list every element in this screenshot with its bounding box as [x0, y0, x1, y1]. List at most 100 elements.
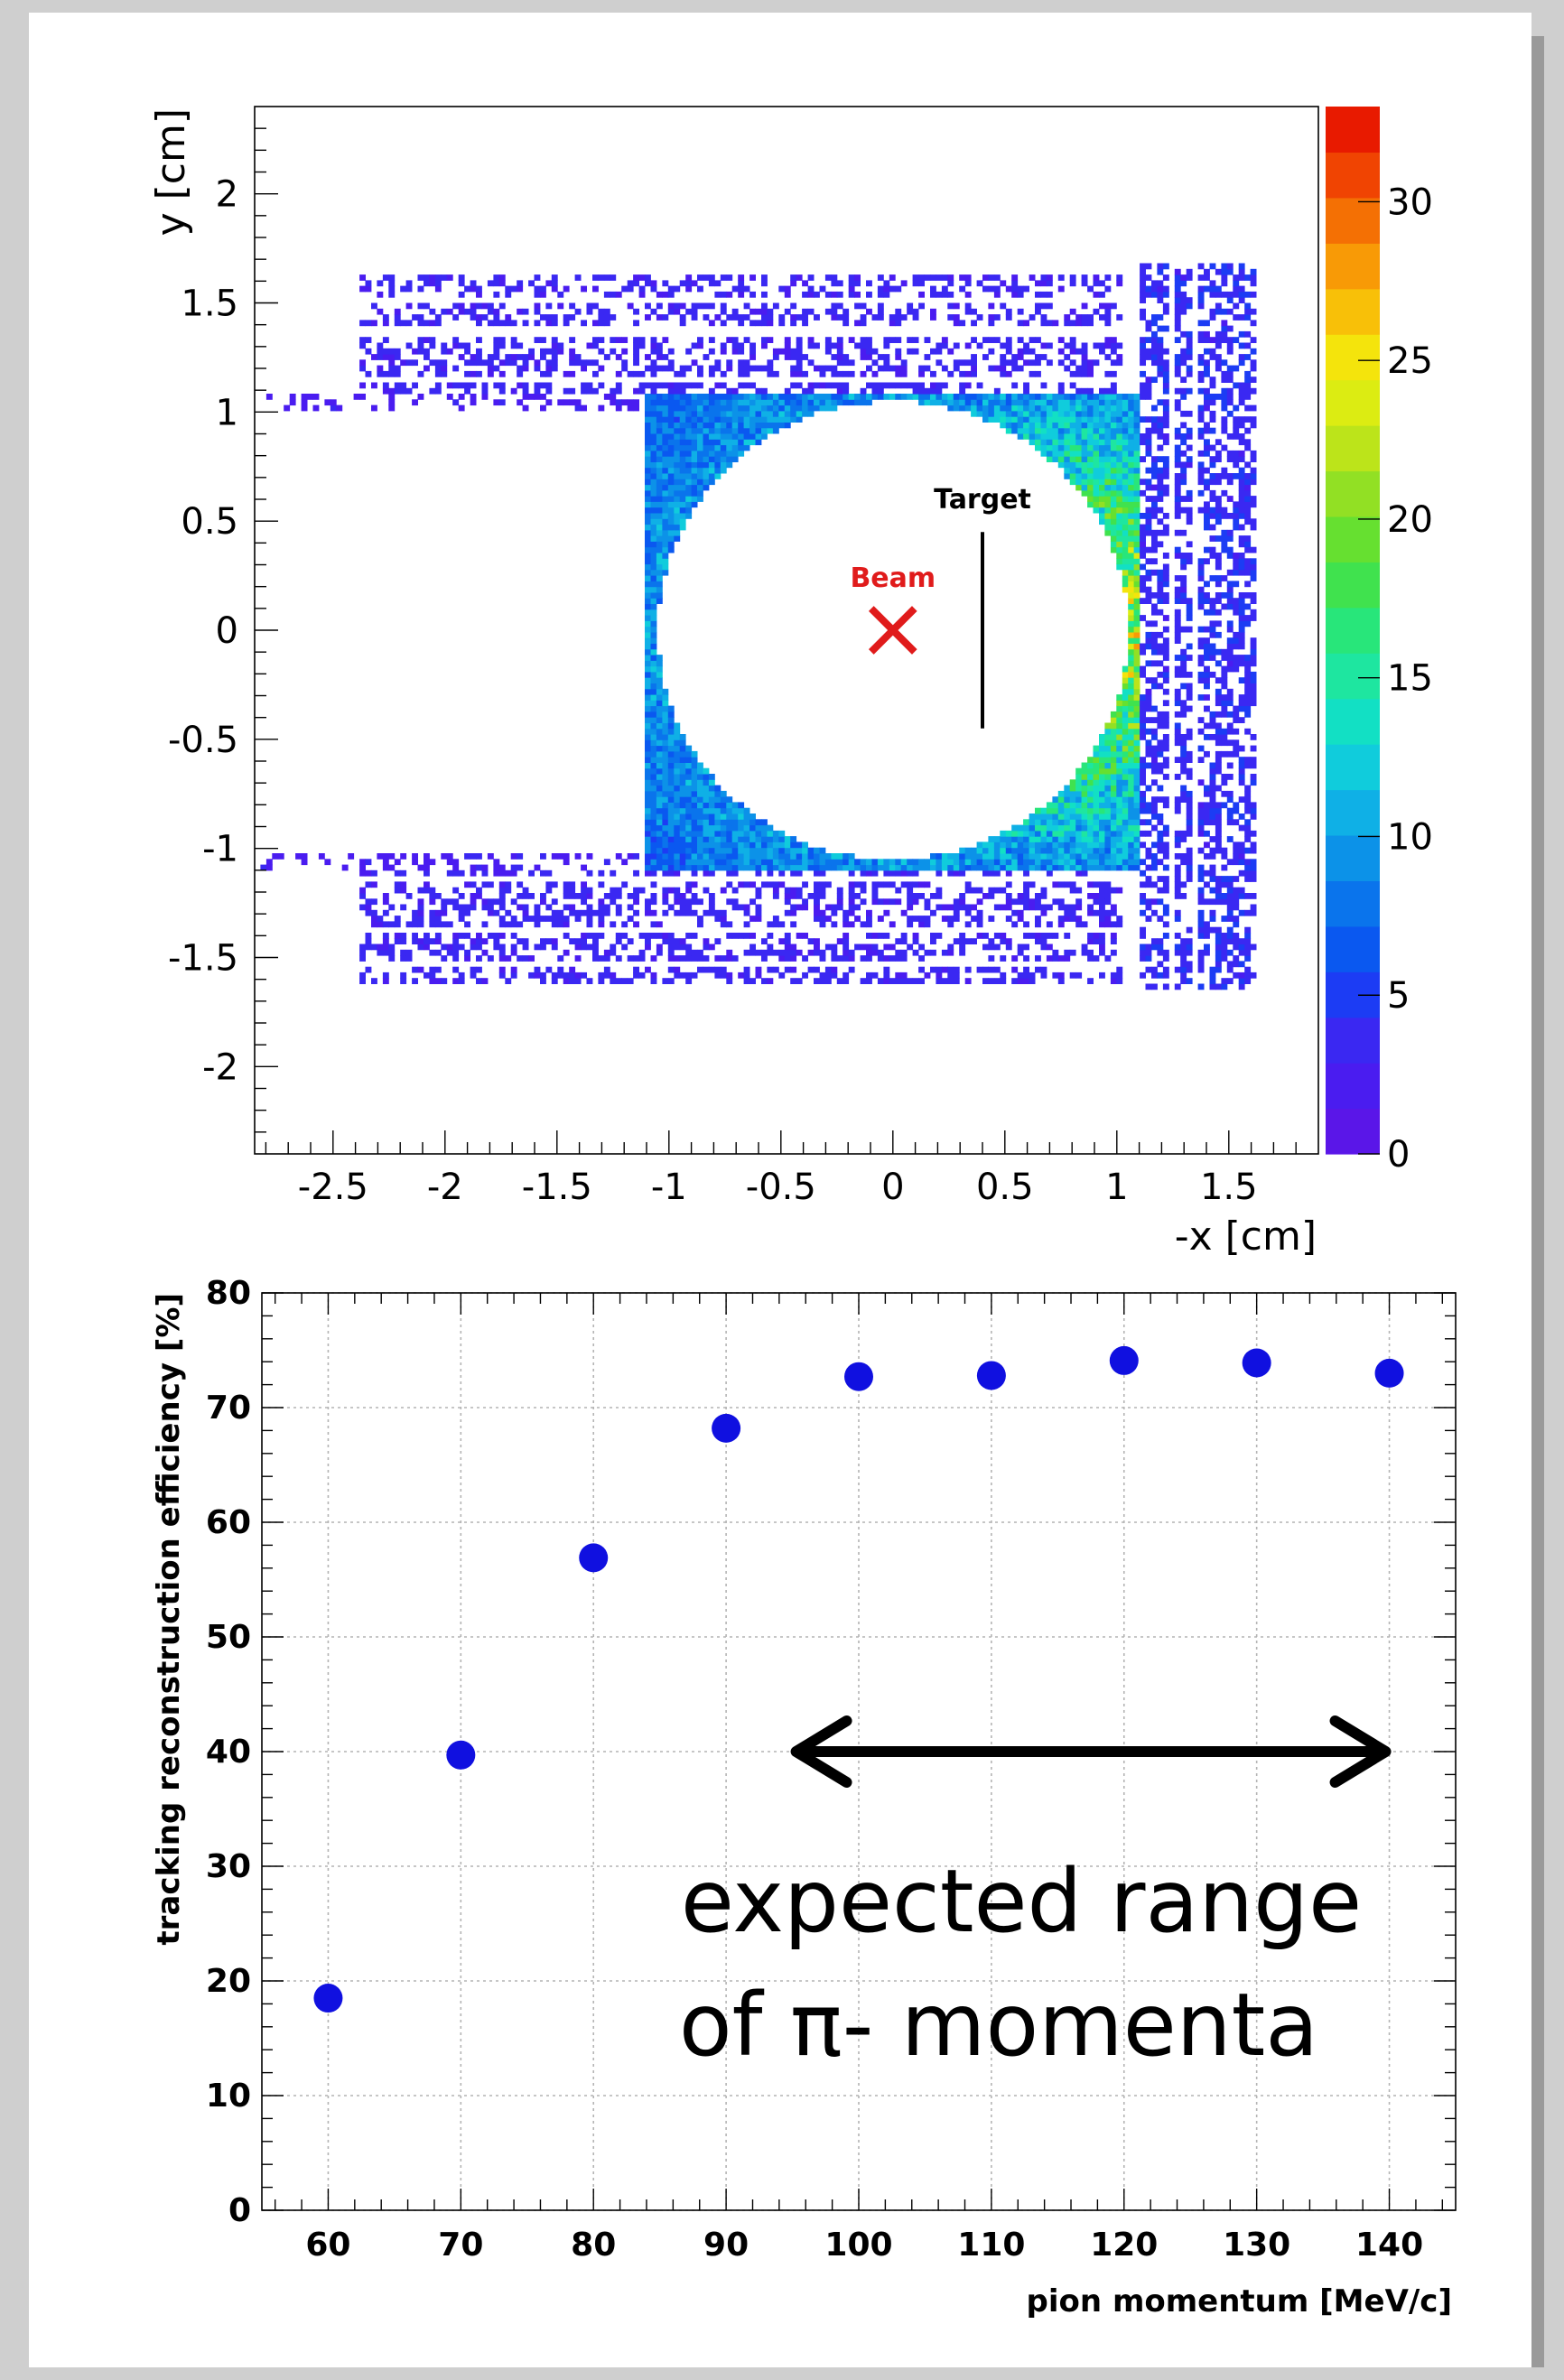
hit-map-cell [1140, 944, 1146, 951]
hit-map-cell [627, 904, 634, 911]
hit-map-cell [656, 456, 663, 462]
hit-map-cell [720, 439, 727, 446]
hit-map-cell [1081, 342, 1088, 349]
hit-map-cell [1180, 757, 1187, 763]
hit-map-cell [645, 592, 651, 599]
hit-map-cell [656, 705, 663, 712]
hit-map-cell [412, 382, 418, 389]
hit-map-cell [854, 904, 861, 911]
hit-map-cell [947, 302, 954, 310]
hit-map-cell [726, 404, 733, 412]
hit-map-cell [988, 404, 995, 412]
hit-map-cell [697, 966, 703, 973]
hit-map-cell [1069, 433, 1076, 440]
hit-map-cell [1174, 489, 1181, 497]
hit-map-cell [650, 869, 657, 877]
hit-map-cell [860, 370, 867, 377]
hit-map-cell [1011, 399, 1019, 406]
hit-map-cell [1099, 484, 1105, 491]
hit-map-cell [1122, 757, 1129, 763]
hit-map-cell [1140, 598, 1146, 604]
hit-map-cell [1057, 422, 1065, 429]
hit-map-cell [679, 456, 686, 462]
hit-map-cell [1116, 966, 1123, 973]
hit-map-cell [394, 320, 401, 327]
hit-map-cell [703, 302, 710, 310]
hit-map-cell [603, 966, 610, 973]
hit-map-cell [434, 921, 442, 928]
hit-map-cell [738, 933, 745, 939]
hit-map-cell [1087, 859, 1094, 866]
hit-map-cell [1040, 841, 1047, 849]
hit-map-cell [522, 359, 529, 367]
hit-map-cell [871, 944, 879, 951]
hit-map-cell [1186, 859, 1193, 866]
hit-map-cell [831, 274, 838, 281]
hit-map-cell [505, 320, 512, 327]
hit-map-cell [615, 354, 622, 360]
hit-map-cell [743, 807, 750, 814]
hit-map-cell [854, 881, 861, 888]
hit-map-cell [1035, 841, 1041, 849]
hit-map-cell [1174, 841, 1181, 849]
hit-map-cell [936, 382, 943, 389]
hit-map-cell [667, 722, 675, 730]
hit-map-cell [1133, 553, 1140, 559]
hit-map-cell [918, 370, 925, 377]
hit-map-cell [667, 518, 675, 525]
hit-map-cell [691, 314, 698, 321]
hit-map-cell [1204, 683, 1210, 690]
hit-map-cell [481, 869, 489, 877]
hit-map-cell [814, 342, 820, 349]
hit-map-cell [650, 739, 657, 747]
hit-map-cell [1099, 881, 1105, 888]
hit-map-cell [487, 370, 494, 377]
hit-map-cell [993, 285, 1001, 293]
hit-map-cell [877, 864, 884, 871]
hit-map-cell [1140, 893, 1146, 899]
hit-map-cell [1145, 853, 1152, 860]
hit-map-cell [755, 841, 762, 849]
hit-map-cell [377, 370, 384, 377]
hit-map-cell [382, 864, 389, 871]
hit-map-cell [685, 824, 693, 832]
hit-map-cell [452, 955, 460, 962]
hit-map-cell [1064, 399, 1071, 406]
hit-map-cell [424, 887, 430, 894]
hit-map-cell [1075, 456, 1083, 462]
hit-map-cell [772, 881, 779, 888]
hit-map-cell [498, 887, 506, 894]
hit-map-cell [1093, 433, 1100, 440]
hit-map-cell [1035, 291, 1041, 298]
hit-map-cell [1116, 717, 1123, 723]
hit-map-cell [667, 467, 675, 474]
hit-map-cell [498, 399, 506, 406]
hit-map-cell [959, 394, 966, 400]
hit-map-cell [900, 864, 908, 871]
hit-map-cell [1186, 671, 1193, 678]
hit-map-cell [510, 864, 517, 871]
hit-map-cell [1215, 824, 1222, 832]
hit-map-cell [650, 836, 657, 842]
hit-map-cell [534, 274, 541, 281]
hit-map-cell [417, 944, 424, 951]
hit-map-cell [824, 972, 832, 979]
hit-map-cell [1122, 553, 1129, 559]
hit-map-cell [662, 819, 669, 826]
hit-map-cell [1209, 280, 1216, 287]
hit-map-cell [1151, 648, 1158, 655]
hit-map-cell [749, 978, 756, 984]
hit-map-cell [790, 869, 797, 877]
hit-map-cell [871, 348, 879, 355]
hit-map-cell [703, 450, 710, 457]
hit-map-cell [900, 382, 908, 389]
hit-map-cell [551, 978, 558, 984]
hit-map-cell [645, 637, 651, 644]
hit-map-cell [1110, 518, 1117, 525]
hit-map-cell [720, 320, 727, 327]
hit-map-cell [1209, 853, 1216, 860]
hit-map-cell [359, 949, 366, 956]
hit-map-cell [633, 359, 639, 367]
hit-map-cell [1104, 444, 1112, 451]
hit-map-cell [650, 745, 657, 752]
